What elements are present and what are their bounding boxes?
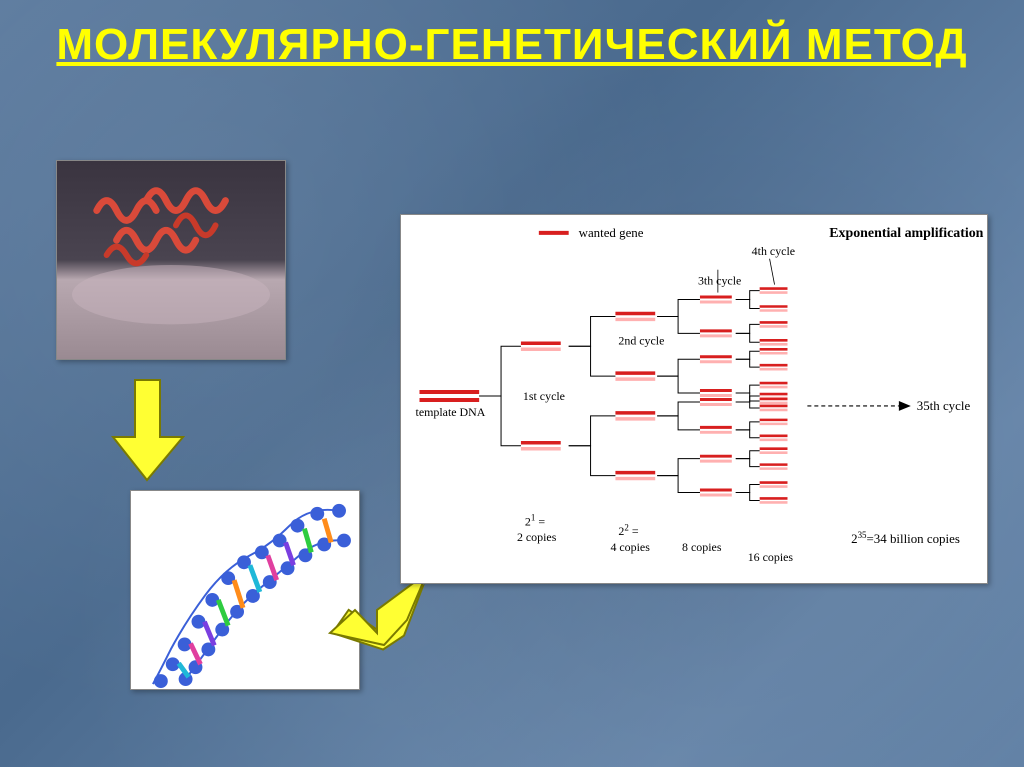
template-label: template DNA (416, 405, 486, 419)
final-arrow: 35th cycle (807, 398, 970, 413)
legend-label: wanted gene (579, 225, 644, 240)
pcr-header: Exponential amplification (829, 226, 983, 241)
cycle-2-label: 2nd cycle (618, 333, 664, 347)
template-dna: template DNA (416, 392, 486, 419)
final-copies-label: 235=34 billion copies (851, 530, 960, 546)
svg-text:8 copies: 8 copies (682, 540, 722, 554)
pcr-legend: wanted gene (539, 225, 644, 240)
final-cycle-label: 35th cycle (917, 398, 971, 413)
svg-text:235=34 billion copies: 235=34 billion copies (851, 530, 960, 546)
svg-text:2 copies: 2 copies (517, 530, 557, 544)
svg-text:4 copies: 4 copies (610, 540, 650, 554)
cycle-4-label: 4th cycle (752, 244, 795, 258)
bacteria-image (56, 160, 286, 360)
pcr-diagram: wanted gene Exponential amplification te… (400, 214, 988, 584)
cycle-1-label: 1st cycle (523, 389, 565, 403)
svg-text:16 copies: 16 copies (748, 550, 794, 564)
slide-title: МОЛЕКУЛЯРНО-ГЕНЕТИЧЕСКИЙ МЕТОД (0, 20, 1024, 70)
copy-count-labels: 21 = 2 copies 22 = 4 copies 8 copies 16 … (517, 512, 793, 564)
cycle-3-label: 3th cycle (698, 274, 741, 288)
svg-text:22 =: 22 = (618, 522, 638, 538)
svg-text:21 =: 21 = (525, 512, 545, 528)
spirochete-shapes (72, 191, 270, 325)
arrow-bacteria-to-dna (110, 375, 190, 485)
